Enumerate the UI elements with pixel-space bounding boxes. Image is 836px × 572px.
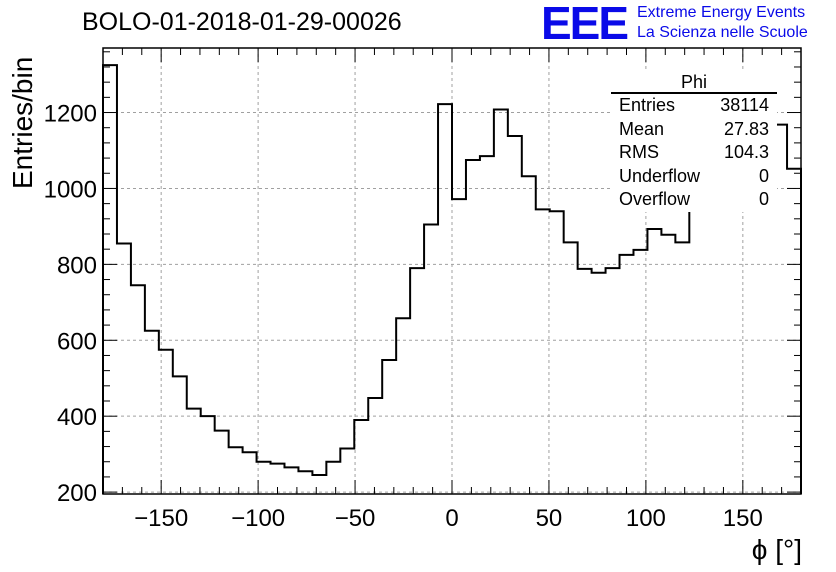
stats-value: 27.83 [723,118,769,139]
x-tick-label: 0 [445,505,458,532]
stats-value: 38114 [720,95,769,115]
y-tick-label: 400 [57,404,97,431]
stats-box: Phi Entries 38114 Mean 27.83 RMS 104.3 U… [611,72,777,212]
stats-value: 0 [758,165,769,186]
brand-name: Extreme Energy Events [637,4,806,21]
x-tick-label: −150 [134,505,188,532]
stats-label: RMS [619,142,659,162]
histogram-series [102,64,802,494]
stats-row-rms: RMS 104.3 [611,141,777,165]
stats-row-mean: Mean 27.83 [611,118,777,142]
x-tick-label: −100 [231,505,285,532]
y-axis-label: Entries/bin [7,56,38,189]
eee-logo: EEE [541,0,629,49]
stats-title: Phi [611,72,777,94]
stats-label: Overflow [619,189,691,209]
x-tick-label: 50 [536,505,563,532]
stats-value: 104.3 [723,142,769,162]
y-tick-label: 800 [57,252,97,279]
y-tick-label: 600 [57,328,97,355]
x-tick-label: −50 [335,505,376,532]
chart-title: BOLO-01-2018-01-29-00026 [82,8,402,36]
stats-value: 0 [758,189,769,209]
y-tick-label: 1200 [44,101,97,128]
stats-label: Underflow [619,165,701,186]
x-tick-label: 150 [723,505,763,532]
stats-row-underflow: Underflow 0 [611,165,777,189]
brand-subtitle: La Scienza nelle Scuole [637,24,808,41]
stats-row-overflow: Overflow 0 [611,188,777,212]
stats-label: Mean [619,118,665,139]
y-tick-label: 1000 [44,176,97,203]
stats-row-entries: Entries 38114 [611,94,777,118]
stats-label: Entries [619,95,676,115]
x-tick-label: 100 [626,505,666,532]
y-tick-label: 200 [57,480,97,507]
x-axis-label: ϕ [°] [751,534,802,565]
